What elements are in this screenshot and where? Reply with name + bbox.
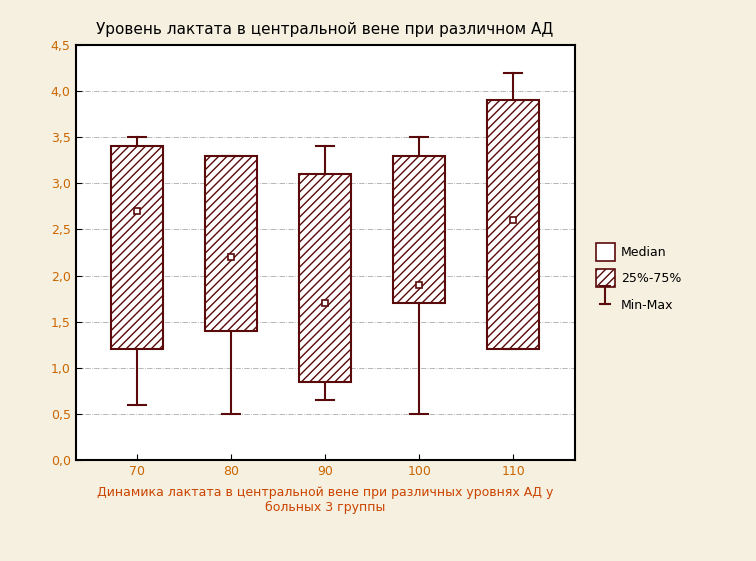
Bar	[299, 174, 351, 381]
Bar	[205, 155, 257, 331]
Bar	[393, 155, 445, 303]
X-axis label: Динамика лактата в центральной вене при различных уровнях АД у
больных 3 группы: Динамика лактата в центральной вене при …	[97, 486, 553, 514]
Bar	[488, 100, 539, 350]
Title: Уровень лактата в центральной вене при различном АД: Уровень лактата в центральной вене при р…	[97, 22, 553, 37]
Legend: Median, 25%-75%, Min-Max: Median, 25%-75%, Min-Max	[590, 238, 686, 319]
Bar	[111, 146, 163, 350]
